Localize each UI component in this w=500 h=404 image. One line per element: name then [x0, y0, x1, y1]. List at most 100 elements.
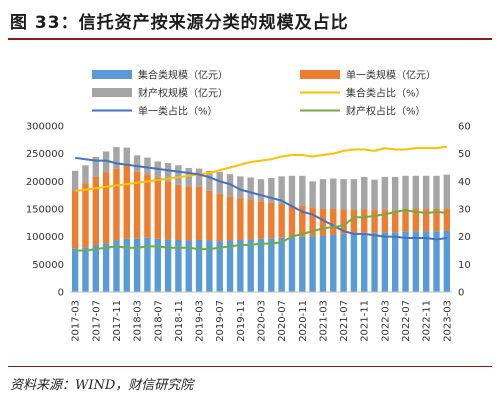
bar-0-29 [371, 232, 378, 292]
y-right-tick-label: 0 [458, 288, 464, 299]
bar-0-0 [71, 248, 79, 292]
line-series [75, 145, 447, 252]
chart-axes: 0 50000 100000 150000 200000 250000 300000 0 10 2… [26, 122, 471, 342]
legend-label-2: 财产权规模（亿元） [138, 87, 228, 100]
bar-1-25 [330, 209, 337, 235]
legend-label-0: 集合类规模（亿元） [138, 69, 228, 82]
bar-2-27 [350, 179, 358, 210]
y-left-tick-label: 50000 [32, 260, 64, 271]
x-tick-label: 2019-03 [195, 300, 206, 342]
bar-2-4 [113, 147, 120, 169]
bar-2-18 [257, 179, 265, 202]
bar-0-25 [330, 234, 337, 292]
chart-legend: 集合类规模（亿元） 单一类规模（亿元） 财产权规模（亿元） 集合类占比（%） 单一类占比… [92, 69, 436, 118]
bar-1-16 [237, 198, 244, 240]
bar-2-13 [206, 170, 213, 191]
x-tick-label: 2020-07 [277, 300, 288, 342]
bar-0-15 [226, 240, 234, 292]
legend-label-1: 单一类规模（亿元） [346, 69, 436, 82]
bar-1-20 [278, 204, 285, 238]
x-tick-label: 2020-03 [257, 300, 268, 342]
bar-2-12 [195, 168, 203, 187]
bar-1-22 [299, 205, 306, 237]
y-left-tick-label: 100000 [26, 232, 64, 243]
bar-2-1 [82, 165, 89, 184]
line-series-0 [75, 145, 447, 193]
bar-2-3 [102, 151, 110, 173]
bar-0-17 [247, 239, 254, 292]
legend-label-5: 财产权占比（%） [346, 105, 426, 118]
bar-2-22 [299, 175, 306, 206]
bar-1-36 [443, 208, 451, 231]
bar-0-9 [164, 239, 172, 292]
bar-0-4 [113, 240, 120, 292]
bar-2-2 [92, 156, 100, 177]
bar-0-27 [350, 233, 358, 292]
bar-2-28 [361, 176, 368, 210]
source-rule [8, 366, 492, 367]
bar-1-31 [392, 210, 399, 233]
legend-label-4: 单一类占比（%） [138, 105, 218, 118]
bar-0-7 [144, 237, 151, 292]
y-right-tick-label: 10 [458, 260, 471, 271]
bar-2-19 [268, 178, 275, 203]
bar-1-21 [288, 205, 296, 238]
bar-0-32 [402, 231, 409, 292]
y-right-tick-label: 40 [458, 177, 471, 188]
bar-1-6 [133, 171, 141, 239]
bar-1-1 [82, 183, 89, 248]
y-left-tick-label: 200000 [26, 177, 64, 188]
bar-2-11 [185, 168, 192, 187]
bar-1-4 [113, 168, 120, 241]
bar-1-9 [164, 181, 172, 240]
x-tick-label: 2022-07 [401, 300, 412, 342]
bar-0-14 [216, 241, 223, 292]
bar-0-34 [422, 231, 430, 292]
legend-swatch-1 [300, 70, 340, 79]
bar-0-19 [268, 238, 275, 292]
bar-0-10 [175, 239, 182, 292]
legend-swatch-0 [92, 70, 132, 79]
bar-2-0 [71, 170, 79, 191]
line-series-2 [75, 209, 447, 252]
bar-2-35 [433, 175, 440, 209]
x-tick-label: 2018-03 [133, 300, 144, 342]
bar-1-33 [412, 208, 420, 232]
x-tick-label: 2018-11 [174, 300, 185, 342]
title-rule [8, 38, 492, 40]
x-tick-label: 2019-11 [236, 300, 247, 342]
bar-2-5 [123, 147, 130, 165]
bar-2-24 [319, 179, 327, 209]
bar-0-16 [237, 239, 244, 292]
bar-2-17 [247, 177, 254, 200]
y-right-tick-label: 60 [458, 122, 471, 133]
bar-1-17 [247, 199, 254, 240]
bar-2-34 [422, 175, 430, 209]
bar-0-6 [133, 238, 141, 292]
bar-2-30 [381, 176, 389, 211]
bar-0-36 [443, 230, 451, 292]
bar-1-19 [268, 202, 275, 239]
bar-1-23 [309, 207, 316, 237]
bar-0-13 [206, 240, 213, 292]
x-tick-label: 2017-03 [71, 300, 82, 342]
chart: 集合类规模（亿元） 单一类规模（亿元） 财产权规模（亿元） 集合类占比（%） 单一类占比… [26, 69, 471, 342]
bar-1-32 [402, 209, 409, 232]
bar-0-24 [319, 235, 327, 292]
bar-0-30 [381, 232, 389, 292]
bar-1-10 [175, 184, 182, 240]
bar-0-3 [102, 243, 110, 292]
bar-1-27 [350, 209, 358, 234]
bar-1-24 [319, 209, 327, 236]
x-tick-label: 2023-03 [442, 300, 453, 342]
bar-2-6 [133, 155, 141, 172]
bar-1-30 [381, 210, 389, 233]
bar-1-7 [144, 174, 151, 238]
x-tick-label: 2021-07 [339, 300, 350, 342]
legend-label-3: 集合类占比（%） [346, 87, 426, 100]
bar-2-16 [237, 176, 244, 199]
bar-1-18 [257, 201, 265, 239]
bar-2-10 [175, 165, 182, 185]
bar-2-36 [443, 174, 451, 209]
bar-1-34 [422, 209, 430, 232]
